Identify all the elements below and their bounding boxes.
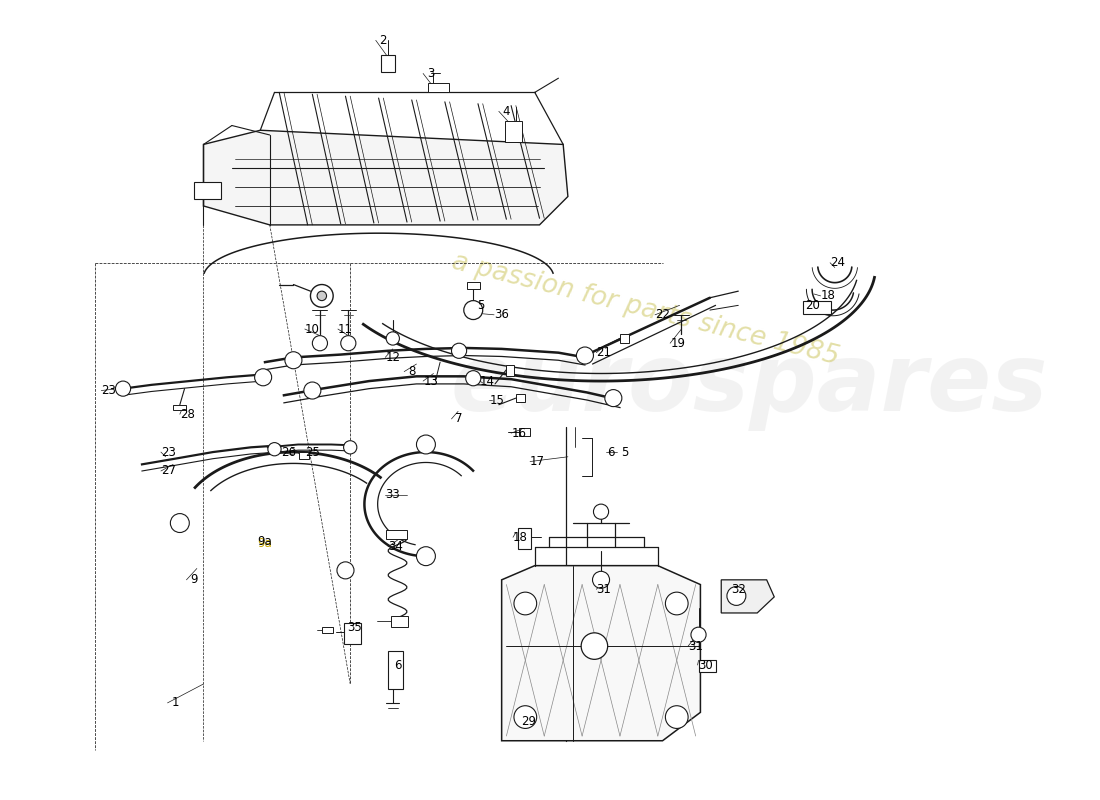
Text: 1: 1 xyxy=(172,696,179,710)
Circle shape xyxy=(666,592,689,615)
Text: 26: 26 xyxy=(282,446,296,458)
Text: 31: 31 xyxy=(689,639,703,653)
Bar xyxy=(698,660,716,672)
Text: 29: 29 xyxy=(520,715,536,728)
Circle shape xyxy=(312,336,328,350)
Text: 17: 17 xyxy=(530,455,546,468)
Bar xyxy=(299,452,309,458)
Text: 18: 18 xyxy=(821,290,836,302)
Circle shape xyxy=(116,381,131,396)
Circle shape xyxy=(593,571,609,588)
Text: 10: 10 xyxy=(305,322,320,335)
Bar xyxy=(386,530,407,539)
Circle shape xyxy=(254,369,272,386)
Bar xyxy=(519,428,530,436)
Text: 20: 20 xyxy=(805,299,820,312)
Bar xyxy=(382,54,395,71)
Text: 27: 27 xyxy=(161,465,176,478)
Circle shape xyxy=(386,332,399,345)
Circle shape xyxy=(317,291,327,301)
Polygon shape xyxy=(502,566,701,741)
Text: 28: 28 xyxy=(180,408,195,421)
Circle shape xyxy=(691,627,706,642)
Circle shape xyxy=(666,706,689,729)
Circle shape xyxy=(170,514,189,533)
Circle shape xyxy=(337,562,354,579)
Text: 15: 15 xyxy=(490,394,505,406)
Circle shape xyxy=(514,706,537,729)
Text: 4: 4 xyxy=(503,105,510,118)
Text: 23: 23 xyxy=(161,446,176,458)
Bar xyxy=(505,121,522,142)
Text: 6: 6 xyxy=(607,446,614,458)
Text: 2: 2 xyxy=(379,34,387,47)
Bar xyxy=(466,282,480,290)
Bar xyxy=(322,627,333,633)
Bar xyxy=(343,623,361,644)
Circle shape xyxy=(417,546,436,566)
Text: 33: 33 xyxy=(385,488,400,501)
Circle shape xyxy=(310,285,333,307)
Bar xyxy=(518,528,531,549)
Bar xyxy=(803,301,830,314)
Text: 31: 31 xyxy=(596,583,612,596)
Text: 36: 36 xyxy=(494,308,509,322)
Text: 12: 12 xyxy=(385,351,400,364)
Text: 19: 19 xyxy=(670,337,685,350)
Circle shape xyxy=(451,343,466,358)
Text: 5: 5 xyxy=(477,299,484,312)
Bar xyxy=(388,651,404,689)
Circle shape xyxy=(581,633,607,659)
Bar xyxy=(428,83,449,92)
Circle shape xyxy=(417,435,436,454)
Text: 24: 24 xyxy=(830,256,845,270)
Text: 9a: 9a xyxy=(257,535,273,549)
Text: 6: 6 xyxy=(394,658,402,671)
Polygon shape xyxy=(722,580,774,613)
Circle shape xyxy=(464,301,483,319)
Text: 3: 3 xyxy=(427,67,434,80)
Circle shape xyxy=(594,504,608,519)
Text: eurospares: eurospares xyxy=(451,339,1048,431)
Text: 30: 30 xyxy=(697,658,713,671)
Circle shape xyxy=(341,336,356,350)
Text: 9: 9 xyxy=(190,574,198,586)
Bar xyxy=(390,616,408,627)
Text: 11: 11 xyxy=(338,322,353,335)
Text: 22: 22 xyxy=(656,308,670,322)
Circle shape xyxy=(727,586,746,606)
Text: 7: 7 xyxy=(455,413,463,426)
Text: 21: 21 xyxy=(596,346,612,359)
Text: 35: 35 xyxy=(348,621,362,634)
Polygon shape xyxy=(204,130,568,225)
Text: 18: 18 xyxy=(513,530,528,544)
Bar xyxy=(173,405,187,410)
Bar xyxy=(506,365,514,376)
Text: 13: 13 xyxy=(424,374,438,387)
Text: 23: 23 xyxy=(101,384,117,397)
Circle shape xyxy=(514,592,537,615)
Circle shape xyxy=(304,382,321,399)
Text: 9a: 9a xyxy=(257,538,273,550)
Bar xyxy=(620,334,629,343)
Bar xyxy=(516,394,526,402)
Text: 16: 16 xyxy=(512,426,526,440)
Text: 34: 34 xyxy=(388,540,403,554)
Circle shape xyxy=(576,347,594,364)
Circle shape xyxy=(605,390,621,406)
Circle shape xyxy=(285,352,301,369)
Text: 25: 25 xyxy=(305,446,320,458)
Circle shape xyxy=(343,441,356,454)
Bar xyxy=(194,182,220,199)
Text: 32: 32 xyxy=(730,583,746,596)
Text: a passion for parts since 1985: a passion for parts since 1985 xyxy=(449,248,842,370)
Circle shape xyxy=(268,442,282,456)
Text: 8: 8 xyxy=(408,365,416,378)
Circle shape xyxy=(465,370,481,386)
Text: 5: 5 xyxy=(621,446,628,458)
Text: 14: 14 xyxy=(480,374,495,387)
